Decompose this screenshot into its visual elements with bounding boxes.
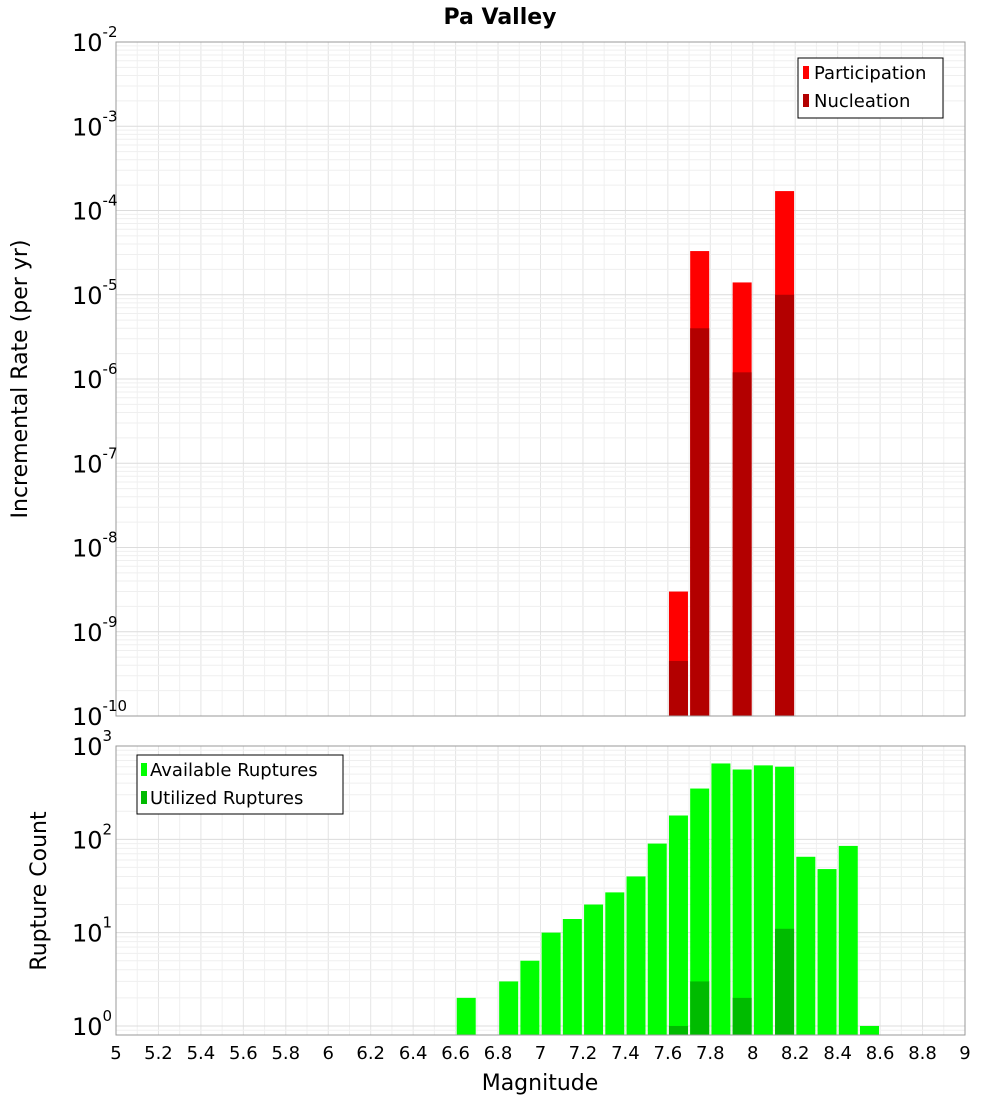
- top-legend: Participation Nucleation: [797, 57, 944, 119]
- top-y-tick-label: 10-2: [72, 23, 118, 57]
- bottom-bar-available-ruptures: [732, 769, 752, 1035]
- top-y-tick-label: 10-8: [72, 529, 118, 563]
- top-y-tick-labels: 10-10 10-9 10-8 10-7 10-6 10-5 10-4 10-3 10-2: [72, 23, 127, 731]
- bottom-bar-utilized-ruptures: [690, 981, 710, 1035]
- x-tick-label: 5.6: [229, 1043, 258, 1064]
- x-tick-label: 6.6: [441, 1043, 470, 1064]
- x-axis-label: Magnitude: [482, 1071, 599, 1096]
- bottom-bar-utilized-ruptures: [668, 1025, 688, 1035]
- x-tick-label: 8.8: [908, 1043, 937, 1064]
- legend-swatch-utilized: [141, 791, 147, 804]
- chart-title: Pa Valley: [443, 5, 556, 30]
- bottom-bar-available-ruptures: [584, 904, 604, 1035]
- bottom-bars: [456, 763, 879, 1035]
- x-tick-label: 9: [959, 1043, 970, 1064]
- top-bar-nucleation: [668, 660, 688, 716]
- top-bar-nucleation: [775, 294, 795, 716]
- x-tick-label: 8.4: [823, 1043, 852, 1064]
- x-tick-label: 7.8: [696, 1043, 725, 1064]
- x-tick-label: 5: [110, 1043, 121, 1064]
- x-tick-label: 7.2: [569, 1043, 598, 1064]
- top-y-tick-label: 10-5: [72, 276, 118, 310]
- bottom-bar-available-ruptures: [562, 919, 582, 1035]
- top-bar-nucleation: [732, 372, 752, 716]
- top-y-tick-label: 10-10: [72, 697, 127, 731]
- bottom-legend-box: [136, 754, 344, 815]
- top-bars: [668, 191, 795, 717]
- x-tick-label: 5.2: [144, 1043, 173, 1064]
- bottom-y-tick-labels: 100 101 102 103: [72, 727, 112, 1041]
- bottom-bar-available-ruptures: [796, 856, 816, 1035]
- top-y-tick-label: 10-6: [72, 360, 118, 394]
- x-tick-label: 6.4: [399, 1043, 428, 1064]
- bottom-bar-available-ruptures: [605, 892, 625, 1035]
- top-legend-box: [797, 57, 944, 119]
- top-y-tick-label: 10-3: [72, 107, 118, 141]
- legend-label-participation: Participation: [814, 63, 926, 84]
- x-tick-label: 7.6: [654, 1043, 683, 1064]
- bottom-bar-available-ruptures: [859, 1025, 879, 1035]
- x-tick-label: 8: [747, 1043, 758, 1064]
- bottom-bar-available-ruptures: [499, 981, 519, 1035]
- x-tick-label: 6: [323, 1043, 334, 1064]
- top-y-tick-label: 10-9: [72, 613, 118, 647]
- top-gridlines: [116, 42, 965, 717]
- top-bar-nucleation: [690, 328, 710, 716]
- bottom-plot-frame: [115, 745, 966, 1036]
- top-plot-frame: [115, 41, 966, 717]
- top-panel: 10-10 10-9 10-8 10-7 10-6 10-5 10-4 10-3 10-2 In…: [8, 23, 966, 731]
- x-tick-label: 7: [535, 1043, 546, 1064]
- bottom-bar-available-ruptures: [753, 765, 773, 1035]
- x-tick-label: 8.2: [781, 1043, 810, 1064]
- bottom-y-tick-label: 103: [72, 727, 112, 761]
- legend-label-available: Available Ruptures: [150, 760, 318, 781]
- legend-label-nucleation: Nucleation: [814, 91, 910, 112]
- bottom-panel: 100 101 102 103 5 5.2 5.4 5.6 5.8 6 6.2 6.4 6.6 6.8 7…: [27, 727, 971, 1096]
- bottom-y-tick-label: 101: [72, 914, 112, 948]
- bottom-y-axis-label: Rupture Count: [27, 811, 52, 971]
- x-tick-label: 6.2: [356, 1043, 385, 1064]
- x-tick-label: 6.8: [484, 1043, 513, 1064]
- legend-swatch-participation: [803, 66, 809, 79]
- bottom-legend: Available Ruptures Utilized Ruptures: [136, 754, 344, 815]
- bottom-bar-utilized-ruptures: [775, 928, 795, 1035]
- bottom-y-tick-label: 102: [72, 820, 112, 854]
- legend-label-utilized: Utilized Ruptures: [150, 788, 303, 809]
- bottom-y-tick-label: 100: [72, 1007, 112, 1041]
- legend-swatch-nucleation: [803, 94, 809, 107]
- x-tick-label: 5.4: [187, 1043, 216, 1064]
- bottom-bar-available-ruptures: [838, 845, 858, 1035]
- bottom-bar-available-ruptures: [711, 763, 731, 1035]
- top-y-axis-label: Incremental Rate (per yr): [8, 240, 33, 519]
- legend-swatch-available: [141, 763, 147, 776]
- x-tick-label: 8.6: [866, 1043, 895, 1064]
- top-y-tick-label: 10-4: [72, 192, 118, 226]
- bottom-bar-utilized-ruptures: [732, 997, 752, 1035]
- x-tick-labels: 5 5.2 5.4 5.6 5.8 6 6.2 6.4 6.6 6.8 7 7.2 7.4 7.6 7.8 8…: [110, 1043, 970, 1064]
- top-y-tick-label: 10-7: [72, 444, 118, 478]
- bottom-bar-available-ruptures: [690, 788, 710, 1035]
- bottom-bar-available-ruptures: [817, 869, 837, 1035]
- bottom-bar-available-ruptures: [668, 815, 688, 1035]
- x-tick-label: 5.8: [271, 1043, 300, 1064]
- bottom-bar-available-ruptures: [541, 932, 561, 1035]
- bottom-bar-available-ruptures: [520, 960, 540, 1035]
- bottom-bar-available-ruptures: [456, 997, 476, 1035]
- x-tick-label: 7.4: [611, 1043, 640, 1064]
- bottom-bar-available-ruptures: [626, 876, 646, 1035]
- bottom-bar-available-ruptures: [647, 843, 667, 1035]
